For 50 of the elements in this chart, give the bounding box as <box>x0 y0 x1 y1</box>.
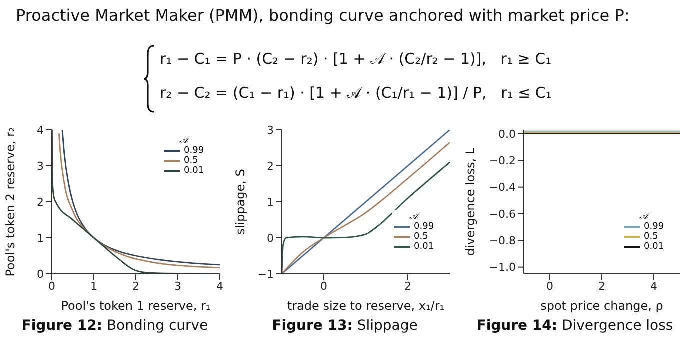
x-tick-label: 2 <box>132 280 140 293</box>
text: Proactive Market Maker (PMM), bonding curve anchored with market price P: <box>16 6 630 25</box>
y-tick-label: 0 <box>267 232 274 245</box>
x-tick-label: 4 <box>216 280 224 293</box>
y-tick-label: −0.6 <box>489 208 516 221</box>
x-tick-label: 1 <box>90 280 98 293</box>
y-tick-label: 0 <box>37 268 44 281</box>
y-tick-label: −0.4 <box>489 181 516 194</box>
x-tick-label: 2 <box>404 280 412 293</box>
x-tick-label: 3 <box>174 280 182 293</box>
y-tick-label: 0.0 <box>498 128 516 141</box>
y-tick-label: −0.8 <box>489 234 516 248</box>
x-tick-label: 0 <box>320 280 328 293</box>
x-axis-title: Pool's token 1 reserve, r₁ <box>61 299 211 313</box>
caption: Figure 13: Slippage <box>271 318 419 334</box>
x-tick-label: 2 <box>598 280 606 293</box>
caption: Figure 14: Divergence loss <box>476 318 674 334</box>
y-axis-title: Pool's token 2 reserve, r₂ <box>3 127 18 277</box>
legend-label: 0.01 <box>184 166 204 176</box>
legend-label: 0.5 <box>184 156 198 166</box>
legend-title: 𝒜 <box>408 212 422 222</box>
legend-label: 0.5 <box>414 232 428 242</box>
legend-label: 0.99 <box>184 146 204 156</box>
legend-label: 0.5 <box>644 232 658 242</box>
y-tick-label: 2 <box>267 160 274 173</box>
x-axis-title: trade size to reserve, x₁/r₁ <box>287 299 445 313</box>
legend-title: 𝒜 <box>638 212 652 222</box>
y-tick-label: −1.0 <box>489 261 516 274</box>
y-tick-label: 2 <box>37 196 44 209</box>
text: r₁ − C₁ = P · (C₂ − r₂) · [1 + 𝒜 · (C₂/r₂ − 1)], r₁ ≥ C₁ <box>160 50 552 68</box>
legend-title: 𝒜 <box>178 136 192 146</box>
y-tick-label: 3 <box>37 160 44 173</box>
x-tick-label: 0 <box>48 280 56 293</box>
legend-label: 0.01 <box>644 242 664 252</box>
y-tick-label: 1 <box>267 196 274 209</box>
y-tick-label: 4 <box>37 124 44 137</box>
x-axis-title: spot price change, ρ <box>540 299 664 313</box>
y-axis-title: slippage, S <box>233 169 248 235</box>
legend-label: 0.99 <box>644 222 664 232</box>
text: r₂ − C₂ = (C₁ − r₁) · [1 + 𝒜 · (C₁/r₁ − 1)] / P, r₁ ≤ C₁ <box>160 84 552 102</box>
legend-label: 0.01 <box>414 242 434 252</box>
y-tick-label: 3 <box>267 124 274 137</box>
caption: Figure 12: Bonding curve <box>20 318 210 334</box>
y-tick-label: −1 <box>258 268 274 281</box>
y-tick-label: 1 <box>37 232 44 245</box>
legend-label: 0.99 <box>414 222 434 232</box>
x-tick-label: 0 <box>546 280 554 293</box>
x-tick-label: 4 <box>650 280 658 293</box>
y-axis-title: divergence loss, L <box>463 148 478 256</box>
y-tick-label: −0.2 <box>489 154 516 168</box>
